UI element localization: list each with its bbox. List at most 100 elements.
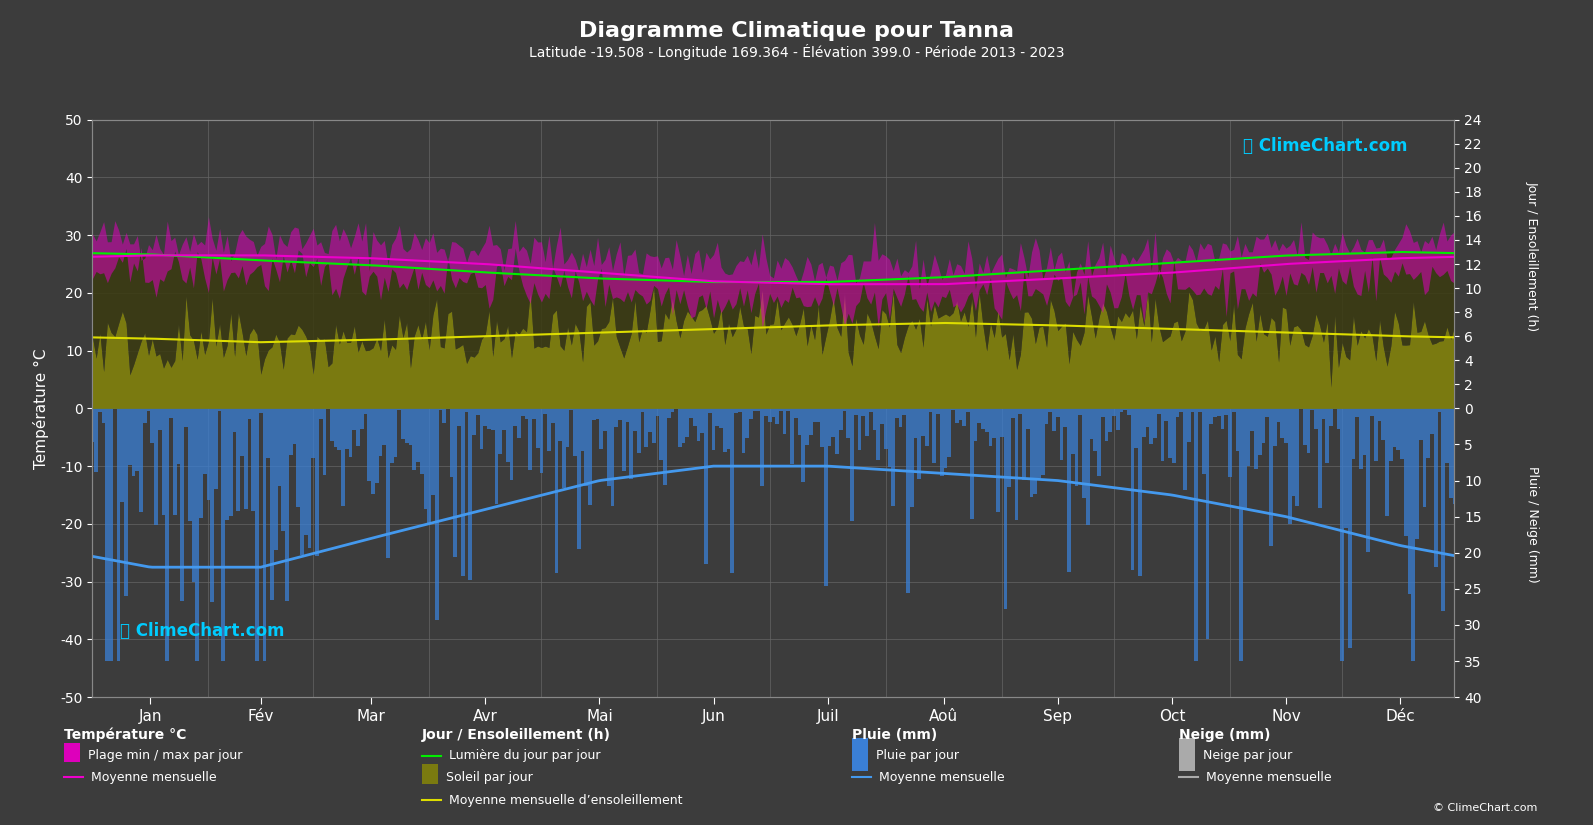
Bar bbox=[169, 408, 174, 417]
Bar bbox=[857, 408, 862, 450]
Bar bbox=[510, 408, 513, 479]
Bar bbox=[110, 408, 113, 661]
Bar bbox=[143, 408, 147, 422]
Bar bbox=[566, 408, 569, 447]
Bar bbox=[798, 408, 801, 436]
Bar bbox=[1325, 408, 1329, 463]
Bar bbox=[660, 408, 663, 460]
Bar bbox=[776, 408, 779, 423]
Bar bbox=[487, 408, 491, 428]
Bar bbox=[274, 408, 277, 550]
Bar bbox=[604, 408, 607, 431]
Bar bbox=[851, 408, 854, 521]
Bar bbox=[521, 408, 524, 416]
Bar bbox=[432, 408, 435, 495]
Bar bbox=[718, 408, 723, 427]
Bar bbox=[495, 408, 499, 504]
Bar bbox=[266, 408, 271, 458]
Bar bbox=[746, 408, 749, 438]
Text: Température °C: Température °C bbox=[64, 728, 186, 742]
Bar bbox=[180, 408, 185, 601]
Bar bbox=[569, 408, 573, 411]
Bar bbox=[116, 408, 121, 661]
Text: © ClimeChart.com: © ClimeChart.com bbox=[1432, 803, 1537, 813]
Bar bbox=[865, 408, 868, 436]
Bar bbox=[1007, 408, 1012, 488]
Bar bbox=[1034, 408, 1037, 494]
Bar bbox=[1362, 408, 1367, 455]
Bar bbox=[1056, 408, 1059, 417]
Bar bbox=[884, 408, 887, 449]
Bar bbox=[188, 408, 191, 521]
Bar bbox=[790, 408, 793, 464]
Bar bbox=[465, 408, 468, 412]
Bar bbox=[685, 408, 690, 437]
Bar bbox=[491, 408, 495, 430]
Bar bbox=[843, 408, 846, 411]
Bar bbox=[1311, 408, 1314, 410]
Bar bbox=[551, 408, 554, 423]
Bar bbox=[1198, 408, 1201, 412]
Y-axis label: Température °C: Température °C bbox=[33, 348, 49, 469]
Bar bbox=[712, 408, 715, 450]
Bar bbox=[174, 408, 177, 515]
Bar bbox=[147, 408, 150, 412]
Bar bbox=[1389, 408, 1392, 460]
Bar bbox=[1082, 408, 1086, 498]
Bar bbox=[648, 408, 652, 432]
Bar bbox=[1236, 408, 1239, 450]
Bar bbox=[704, 408, 707, 563]
Bar bbox=[1217, 408, 1220, 416]
Bar bbox=[1098, 408, 1101, 475]
Bar bbox=[443, 408, 446, 423]
Bar bbox=[225, 408, 229, 520]
Bar bbox=[260, 408, 263, 413]
Bar bbox=[832, 408, 835, 436]
Bar bbox=[360, 408, 363, 429]
Bar bbox=[965, 408, 970, 412]
Bar bbox=[177, 408, 180, 464]
Bar bbox=[873, 408, 876, 430]
Bar bbox=[663, 408, 667, 484]
Bar bbox=[768, 408, 771, 422]
Bar bbox=[546, 408, 551, 451]
Text: Moyenne mensuelle: Moyenne mensuelle bbox=[91, 771, 217, 784]
Bar bbox=[730, 408, 734, 573]
Bar bbox=[1359, 408, 1362, 469]
Bar bbox=[1104, 408, 1109, 441]
Bar bbox=[449, 408, 454, 477]
Bar bbox=[196, 408, 199, 661]
Bar bbox=[1314, 408, 1317, 429]
Bar bbox=[1287, 408, 1292, 524]
Bar bbox=[626, 408, 629, 422]
Bar bbox=[236, 408, 241, 511]
Bar bbox=[1247, 408, 1251, 466]
Bar bbox=[299, 408, 304, 555]
Bar bbox=[371, 408, 374, 494]
Bar bbox=[1411, 408, 1415, 661]
Bar bbox=[723, 408, 726, 452]
Bar bbox=[812, 408, 817, 422]
Bar bbox=[585, 408, 588, 486]
Bar bbox=[596, 408, 599, 419]
Bar bbox=[1070, 408, 1075, 454]
Bar bbox=[221, 408, 225, 661]
Bar bbox=[132, 408, 135, 476]
Bar bbox=[1400, 408, 1403, 460]
Bar bbox=[393, 408, 397, 457]
Bar bbox=[1306, 408, 1311, 453]
Bar bbox=[978, 408, 981, 423]
Bar bbox=[1037, 408, 1040, 478]
Bar bbox=[472, 408, 476, 436]
Bar bbox=[241, 408, 244, 456]
Bar bbox=[1448, 408, 1453, 497]
Bar bbox=[1243, 408, 1247, 510]
Bar bbox=[771, 408, 776, 417]
Bar bbox=[1145, 408, 1150, 427]
Bar bbox=[1322, 408, 1325, 419]
Bar bbox=[1139, 408, 1142, 576]
Bar bbox=[937, 408, 940, 413]
Bar bbox=[1220, 408, 1225, 429]
Bar bbox=[1284, 408, 1287, 443]
Bar bbox=[1134, 408, 1139, 448]
